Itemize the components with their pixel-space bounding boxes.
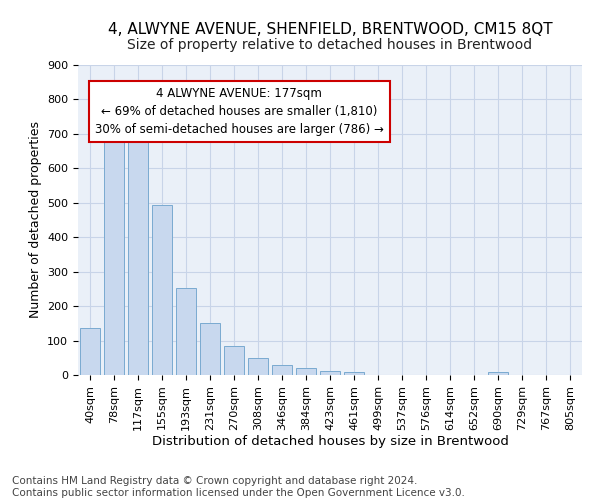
Bar — [176, 288, 196, 375]
Bar — [80, 328, 100, 375]
Bar — [344, 372, 364, 375]
Bar — [296, 368, 316, 375]
Y-axis label: Number of detached properties: Number of detached properties — [29, 122, 41, 318]
Bar — [272, 366, 292, 375]
Text: Contains HM Land Registry data © Crown copyright and database right 2024.
Contai: Contains HM Land Registry data © Crown c… — [12, 476, 465, 498]
Bar — [320, 371, 340, 375]
Bar — [248, 358, 268, 375]
Text: Size of property relative to detached houses in Brentwood: Size of property relative to detached ho… — [127, 38, 533, 52]
X-axis label: Distribution of detached houses by size in Brentwood: Distribution of detached houses by size … — [152, 436, 508, 448]
Bar — [128, 134, 148, 375]
Text: 4 ALWYNE AVENUE: 177sqm
← 69% of detached houses are smaller (1,810)
30% of semi: 4 ALWYNE AVENUE: 177sqm ← 69% of detache… — [95, 86, 384, 136]
Bar — [224, 346, 244, 375]
Bar — [152, 205, 172, 375]
Text: 4, ALWYNE AVENUE, SHENFIELD, BRENTWOOD, CM15 8QT: 4, ALWYNE AVENUE, SHENFIELD, BRENTWOOD, … — [107, 22, 553, 38]
Bar — [488, 372, 508, 375]
Bar — [104, 142, 124, 375]
Bar — [200, 324, 220, 375]
